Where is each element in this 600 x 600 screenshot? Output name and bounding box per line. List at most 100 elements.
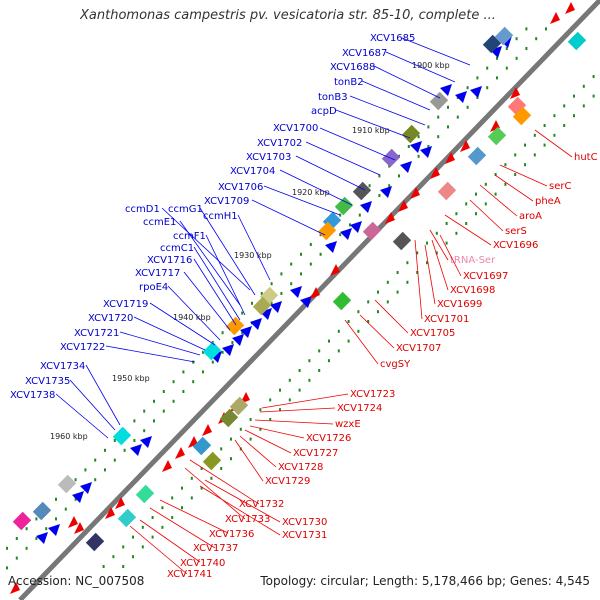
gene-domain-block: [85, 532, 105, 552]
gene-label-xcv1696[interactable]: XCV1696: [493, 240, 538, 251]
gene-label-xcv1706[interactable]: XCV1706: [218, 182, 263, 193]
track-tick-dot: [378, 194, 381, 197]
track-tick-dot: [241, 331, 244, 335]
gene-label-xcv1702[interactable]: XCV1702: [257, 138, 302, 149]
track-tick-dot: [122, 545, 125, 549]
track-tick-dot: [259, 408, 262, 412]
track-tick-dot: [553, 133, 556, 137]
gene-label-xcv1727[interactable]: XCV1727: [293, 448, 338, 459]
gene-label-xcv1738[interactable]: XCV1738: [10, 390, 55, 401]
gene-label-xcv1724[interactable]: XCV1724: [337, 403, 382, 414]
gene-label-xcv1732[interactable]: XCV1732: [239, 499, 284, 510]
gene-label-xcv1722[interactable]: XCV1722: [60, 342, 105, 353]
gene-label-acpD[interactable]: acpD: [311, 106, 337, 117]
track-tick-dot: [143, 409, 146, 413]
gene-label-xcv1736[interactable]: XCV1736: [209, 529, 254, 540]
gene-label-cvgSY[interactable]: cvgSY: [380, 359, 411, 370]
gene-domain-block: [317, 221, 337, 241]
track-tick-dot: [249, 418, 252, 421]
gene-label-xcv1740[interactable]: XCV1740: [180, 558, 225, 569]
gene-label-xcv1707[interactable]: XCV1707: [396, 343, 441, 354]
gene-label-xcv1699[interactable]: XCV1699: [437, 299, 482, 310]
reverse-leader-line: [429, 229, 449, 261]
gene-label-trna-ser[interactable]: tRNA-Ser: [450, 255, 496, 266]
gene-label-tonB2[interactable]: tonB2: [334, 77, 364, 88]
gene-label-xcv1700[interactable]: XCV1700: [273, 123, 318, 134]
gene-label-xcv1688[interactable]: XCV1688: [330, 62, 375, 73]
gene-label-ccmC1[interactable]: ccmC1: [160, 243, 194, 254]
gene-label-xcv1728[interactable]: XCV1728: [278, 462, 323, 473]
gene-label-xcv1730[interactable]: XCV1730: [282, 517, 327, 528]
track-tick-dot: [476, 96, 479, 99]
track-tick-dot: [388, 184, 391, 188]
gene-label-xcv1701[interactable]: XCV1701: [424, 314, 469, 325]
track-tick-dot: [339, 233, 342, 237]
track-tick-dot: [270, 282, 273, 286]
track-tick-dot: [55, 517, 57, 521]
gene-label-xcv1734[interactable]: XCV1734: [40, 361, 85, 372]
gene-label-xcv1716[interactable]: XCV1716: [147, 255, 192, 266]
gene-label-xcv1709[interactable]: XCV1709: [204, 196, 249, 207]
gene-label-hutC[interactable]: hutC: [574, 152, 598, 163]
track-tick-dot: [543, 124, 546, 127]
gene-label-xcv1705[interactable]: XCV1705: [410, 328, 455, 339]
gene-label-xcv1703[interactable]: XCV1703: [246, 152, 291, 163]
gene-label-xcv1685[interactable]: XCV1685: [370, 33, 415, 44]
gene-label-xcv1726[interactable]: XCV1726: [306, 433, 351, 444]
gene-label-rpoE4[interactable]: rpoE4: [139, 282, 168, 293]
gene-label-xcv1733[interactable]: XCV1733: [225, 514, 270, 525]
forward-leader-line: [105, 345, 196, 363]
gene-label-serS[interactable]: serS: [505, 226, 527, 237]
gene-label-xcv1687[interactable]: XCV1687: [342, 48, 387, 59]
gene-label-xcv1720[interactable]: XCV1720: [88, 313, 133, 324]
track-tick-dot: [231, 341, 234, 344]
gene-label-ccmE1[interactable]: ccmE1: [143, 217, 176, 228]
gene-domain-block: [467, 146, 487, 166]
gene-label-xcv1741[interactable]: XCV1741: [167, 569, 212, 580]
gene-label-ccmG1[interactable]: ccmG1: [168, 204, 203, 215]
gene-label-xcv1729[interactable]: XCV1729: [265, 476, 310, 487]
gene-label-xcv1735[interactable]: XCV1735: [25, 376, 70, 387]
gene-label-xcv1723[interactable]: XCV1723: [350, 389, 395, 400]
reverse-gene-arrow: [330, 264, 340, 276]
gene-label-serC[interactable]: serC: [549, 181, 571, 192]
track-tick-dot: [181, 486, 183, 490]
gene-label-ccmD1[interactable]: ccmD1: [125, 204, 160, 215]
gene-label-ccmH1[interactable]: ccmH1: [203, 211, 238, 222]
gene-label-xcv1737[interactable]: XCV1737: [193, 543, 238, 554]
gene-label-xcv1719[interactable]: XCV1719: [103, 299, 148, 310]
track-tick-dot: [524, 143, 526, 147]
track-tick-dot: [279, 388, 281, 392]
track-tick-dot: [535, 37, 538, 41]
gene-label-aroA[interactable]: aroA: [519, 211, 542, 222]
track-tick-dot: [386, 300, 389, 304]
gene-label-xcv1731[interactable]: XCV1731: [282, 530, 327, 541]
gene-label-xcv1698[interactable]: XCV1698: [450, 285, 495, 296]
forward-gene-arrow: [290, 286, 302, 298]
reverse-leader-line: [259, 407, 336, 413]
gene-label-xcv1697[interactable]: XCV1697: [463, 271, 508, 282]
track-tick-dot: [445, 241, 448, 245]
gene-label-wzxE[interactable]: wzxE: [335, 419, 361, 430]
reverse-leader-line: [261, 393, 349, 409]
reverse-leader-line: [494, 174, 534, 202]
forward-gene-arrow: [470, 86, 482, 98]
gene-domain-block: [507, 96, 527, 116]
reverse-gene-arrow: [175, 447, 185, 459]
gene-domain-block: [252, 296, 272, 316]
reverse-gene-arrow: [202, 424, 212, 436]
gene-label-ccmF1[interactable]: ccmF1: [173, 231, 206, 242]
label-leader-lines: [55, 37, 573, 575]
gene-label-xcv1717[interactable]: XCV1717: [135, 268, 180, 279]
track-tick-dot: [102, 565, 105, 568]
gene-label-xcv1721[interactable]: XCV1721: [74, 328, 119, 339]
gene-label-pheA[interactable]: pheA: [535, 196, 561, 207]
gene-domain-block: [437, 181, 457, 201]
gene-label-xcv1704[interactable]: XCV1704: [230, 166, 275, 177]
track-tick-dot: [484, 182, 487, 186]
track-tick-dot: [514, 153, 517, 157]
gene-label-tonB3[interactable]: tonB3: [318, 92, 348, 103]
reverse-leader-line: [444, 214, 492, 246]
track-tick-dot: [172, 399, 175, 403]
track-tick-dot: [161, 525, 164, 529]
